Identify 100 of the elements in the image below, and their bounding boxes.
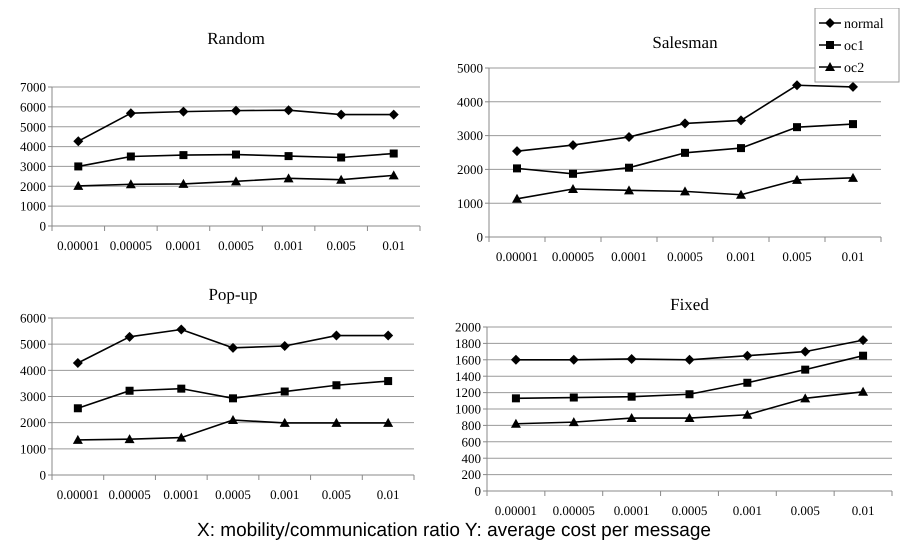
point [684, 354, 694, 365]
point [792, 80, 802, 90]
x-tick-label: 0.0005 [218, 238, 254, 253]
point [126, 179, 136, 188]
point [388, 110, 399, 120]
y-tick-label: 5000 [20, 119, 46, 134]
x-tick-label: 0.01 [842, 249, 864, 264]
point [743, 378, 752, 387]
y-tick-label: 6000 [20, 310, 46, 326]
point [680, 186, 690, 196]
y-tick-label: 4000 [457, 94, 483, 110]
x-tick-label: 0.001 [274, 238, 304, 253]
point [681, 148, 689, 157]
y-tick-label: 4000 [20, 139, 46, 154]
point [336, 110, 346, 120]
point [849, 120, 857, 128]
point [229, 394, 237, 402]
y-tick-label: 0 [40, 468, 46, 483]
point [284, 152, 293, 160]
point [569, 170, 577, 178]
y-tick-label: 600 [462, 434, 481, 450]
x-tick-label: 0.005 [790, 503, 820, 518]
point [331, 418, 342, 427]
point [512, 394, 520, 402]
point [801, 366, 810, 374]
point [624, 185, 634, 194]
point [232, 150, 240, 159]
point [628, 392, 636, 401]
point [179, 151, 188, 160]
point [684, 413, 694, 422]
x-tick-label: 0.00001 [57, 238, 100, 253]
y-tick-label: 3000 [457, 128, 483, 144]
point [792, 174, 802, 184]
point [73, 136, 84, 146]
point [231, 176, 241, 186]
x-tick-label: 0.001 [270, 487, 300, 502]
x-tick-label: 0.001 [732, 503, 762, 518]
point [176, 432, 186, 442]
point [736, 115, 746, 126]
y-tick-label: 1000 [455, 402, 481, 417]
point [72, 434, 83, 444]
point [388, 170, 399, 180]
point [383, 418, 394, 427]
point [512, 146, 522, 156]
x-tick-label: 0.00005 [108, 487, 151, 502]
point [742, 410, 752, 419]
point [126, 152, 135, 160]
y-tick-label: 1000 [20, 198, 46, 214]
point [178, 178, 188, 188]
y-tick-label: 7000 [20, 80, 46, 95]
x-tick-label: 0.0001 [163, 487, 200, 502]
point [74, 404, 82, 412]
x-tick-label: 0.0005 [667, 249, 703, 264]
y-tick-label: 5000 [457, 60, 483, 76]
text: X: mobility/communication ratio Y: average cost per message [197, 520, 711, 541]
point [72, 358, 83, 368]
x-tick-label: 0.0001 [611, 249, 647, 264]
point [284, 173, 294, 182]
y-tick-label: 0 [474, 484, 481, 499]
point [231, 106, 241, 116]
y-tick-label: 1000 [20, 441, 46, 456]
point [331, 330, 342, 341]
x-tick-label: 0.0005 [672, 503, 708, 518]
point [383, 330, 394, 341]
x-tick-label: 0.01 [852, 503, 874, 518]
y-tick-label: 1200 [455, 385, 481, 400]
chart-title: Fixed [670, 295, 710, 314]
x-tick-label: 0.01 [376, 487, 400, 502]
point [568, 354, 579, 365]
point [858, 386, 868, 396]
point [510, 418, 521, 428]
point [384, 377, 392, 386]
point [626, 354, 637, 364]
x-tick-label: 0.0001 [614, 503, 650, 518]
point [177, 384, 186, 393]
chart-title: Salesman [652, 33, 718, 52]
point [568, 417, 579, 426]
x-tick-label: 0.00005 [552, 503, 595, 518]
x-tick-label: 0.005 [322, 487, 352, 502]
legend-label: oc1 [844, 38, 864, 54]
x-tick-label: 0.00001 [56, 487, 99, 502]
point [332, 381, 340, 390]
point [848, 172, 858, 182]
point [228, 342, 238, 353]
point [848, 82, 858, 92]
point [124, 332, 135, 342]
point [680, 118, 690, 128]
point [124, 434, 135, 444]
y-tick-label: 2000 [457, 162, 483, 177]
y-tick-label: 1800 [455, 336, 481, 351]
point [510, 354, 521, 365]
y-tick-label: 1600 [455, 352, 481, 368]
y-tick-label: 1000 [457, 196, 483, 211]
x-tick-label: 0.005 [326, 238, 356, 253]
y-tick-label: 800 [462, 418, 481, 433]
point [858, 335, 868, 346]
y-tick-label: 0 [476, 230, 483, 245]
y-tick-label: 3000 [20, 158, 46, 174]
point [178, 106, 188, 117]
point [280, 341, 290, 351]
